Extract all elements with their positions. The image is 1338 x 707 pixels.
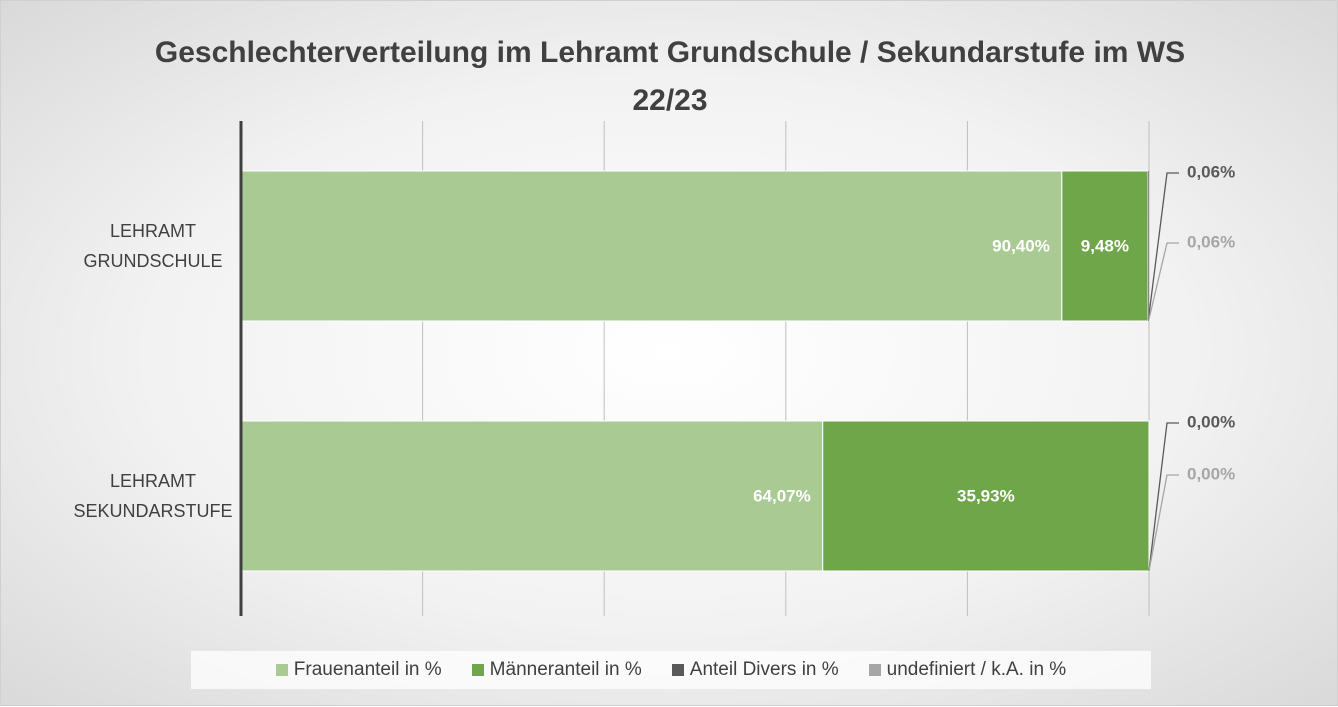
data-label: 0,06% xyxy=(1187,232,1235,251)
legend-item: Männeranteil in % xyxy=(471,659,642,681)
bar-segment xyxy=(822,420,1150,572)
data-label: 35,93% xyxy=(957,486,1015,505)
legend-label: Männeranteil in % xyxy=(489,659,642,680)
bar-segment xyxy=(1148,171,1149,321)
data-label: 0,06% xyxy=(1187,162,1235,181)
y-tick-label: LEHRAMT GRUNDSCHULE xyxy=(83,221,223,271)
bar-segment xyxy=(240,420,824,572)
leader-line xyxy=(1148,474,1179,572)
leader-line xyxy=(1148,242,1179,320)
legend-label: undefiniert / k.A. in % xyxy=(886,659,1067,680)
legend: Frauenanteil in % Männeranteil in % Anteil… xyxy=(191,651,1151,689)
data-label: 64,07% xyxy=(753,486,811,505)
data-label: 90,40% xyxy=(992,236,1050,255)
bar-segment xyxy=(240,170,1063,322)
data-label: 0,00% xyxy=(1187,412,1235,431)
legend-item: Anteil Divers in % xyxy=(671,659,839,681)
legend-item: Frauenanteil in % xyxy=(275,659,442,681)
legend-swatch xyxy=(275,664,288,676)
legend-item: undefiniert / k.A. in % xyxy=(868,659,1067,681)
data-label: 0,00% xyxy=(1187,464,1235,483)
bar-segment xyxy=(1147,171,1149,321)
legend-swatch xyxy=(471,664,484,676)
y-tick-label: LEHRAMT SEKUNDARSTUFE xyxy=(73,471,233,521)
leader-line xyxy=(1148,422,1179,572)
legend-swatch xyxy=(868,664,881,676)
leader-line xyxy=(1147,172,1179,320)
data-label: 9,48% xyxy=(1081,236,1129,255)
legend-label: Frauenanteil in % xyxy=(293,659,442,680)
chart-title: Geschlechterverteilung im Lehramt Grunds… xyxy=(154,36,1186,117)
legend-label: Anteil Divers in % xyxy=(689,659,839,680)
legend-swatch xyxy=(671,664,684,676)
bar-segment xyxy=(1061,170,1149,322)
